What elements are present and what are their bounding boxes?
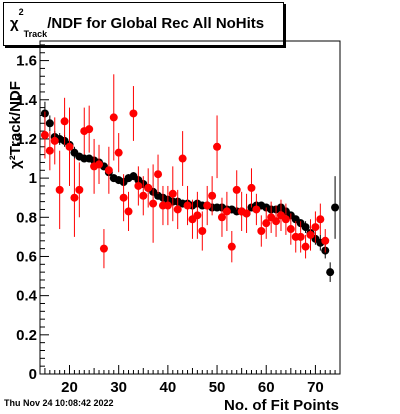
data-point: [168, 189, 177, 198]
data-point: [311, 223, 320, 232]
data-point: [301, 242, 310, 251]
data-point: [296, 232, 305, 241]
data-point: [252, 205, 261, 214]
x-tick-label: 70: [307, 379, 324, 396]
x-tick-labels: 20 30 40 50 60 70: [61, 379, 324, 396]
data-point: [321, 236, 330, 245]
data-point: [85, 125, 94, 134]
data-point: [95, 160, 104, 169]
data-point: [173, 205, 182, 214]
data-points: [40, 74, 340, 282]
data-point: [301, 223, 310, 232]
data-point: [183, 201, 192, 210]
data-point: [109, 113, 118, 122]
chart-title: χ2 Track/NDF for Global Rec All NoHits: [10, 7, 265, 39]
data-point: [75, 185, 84, 194]
y-tick-label: 1.2: [16, 131, 37, 148]
data-point: [45, 119, 54, 128]
x-tick-label: 40: [160, 379, 177, 396]
data-point: [247, 183, 256, 192]
series-red: [40, 74, 330, 269]
title-sup: 2: [18, 7, 24, 17]
data-point: [134, 181, 143, 190]
axis-ticks: [40, 44, 336, 375]
title-sub: Track: [23, 29, 48, 39]
data-point: [227, 242, 236, 251]
y-tick-label: 0.6: [16, 248, 37, 265]
data-point: [154, 170, 163, 179]
data-point: [331, 203, 340, 212]
plot-frame: [39, 40, 341, 375]
data-point: [198, 227, 207, 236]
data-point: [104, 166, 113, 175]
data-point: [232, 185, 241, 194]
data-point: [99, 244, 108, 253]
data-point: [65, 142, 74, 151]
data-point: [242, 209, 251, 218]
y-tick-label: 0.8: [16, 209, 37, 226]
data-point: [149, 199, 158, 208]
x-tick-label: 60: [258, 379, 275, 396]
data-point: [163, 201, 172, 210]
data-point: [257, 227, 266, 236]
y-tick-labels: 0 0.2 0.4 0.6 0.8 1 1.2 1.4 1.6: [16, 53, 38, 383]
y-axis-label: χ²Track/NDF: [7, 81, 24, 169]
data-point: [203, 201, 212, 210]
x-tick-label: 20: [61, 379, 78, 396]
y-tick-label: 1: [29, 170, 37, 187]
data-point: [208, 191, 217, 200]
title-rest: /NDF for Global Rec All NoHits: [47, 15, 265, 32]
y-tick-label: 0.4: [16, 288, 38, 305]
data-point: [114, 148, 123, 157]
data-point: [50, 136, 59, 145]
data-point: [45, 146, 54, 155]
data-point: [70, 193, 79, 202]
data-point: [213, 142, 222, 151]
data-point: [178, 154, 187, 163]
data-point: [40, 131, 49, 140]
data-point: [119, 193, 128, 202]
footer-date: Thu Nov 24 10:08:42 2022: [4, 398, 114, 408]
data-point: [60, 117, 69, 126]
data-point: [55, 185, 64, 194]
data-point: [222, 207, 231, 216]
y-tick-label: 1.6: [16, 53, 37, 70]
data-point: [139, 191, 148, 200]
title-box: χ2 Track/NDF for Global Rec All NoHits: [3, 2, 284, 46]
data-point: [281, 215, 290, 224]
y-tick-label: 0: [29, 366, 37, 383]
x-tick-label: 50: [209, 379, 226, 396]
data-point: [272, 217, 281, 226]
data-point: [129, 109, 138, 118]
data-point: [306, 230, 315, 239]
x-axis-label: No. of Fit Points: [224, 397, 339, 414]
data-point: [262, 219, 271, 228]
y-tick-label: 0.2: [16, 327, 37, 344]
y-tick-label: 1.4: [16, 92, 38, 109]
data-point: [316, 215, 325, 224]
data-point: [124, 207, 133, 216]
data-point: [217, 213, 226, 222]
data-point: [193, 211, 202, 220]
data-point: [286, 225, 295, 234]
data-point: [144, 183, 153, 192]
data-point: [326, 268, 335, 277]
title-chi: χ: [10, 15, 19, 32]
x-tick-label: 30: [110, 379, 127, 396]
